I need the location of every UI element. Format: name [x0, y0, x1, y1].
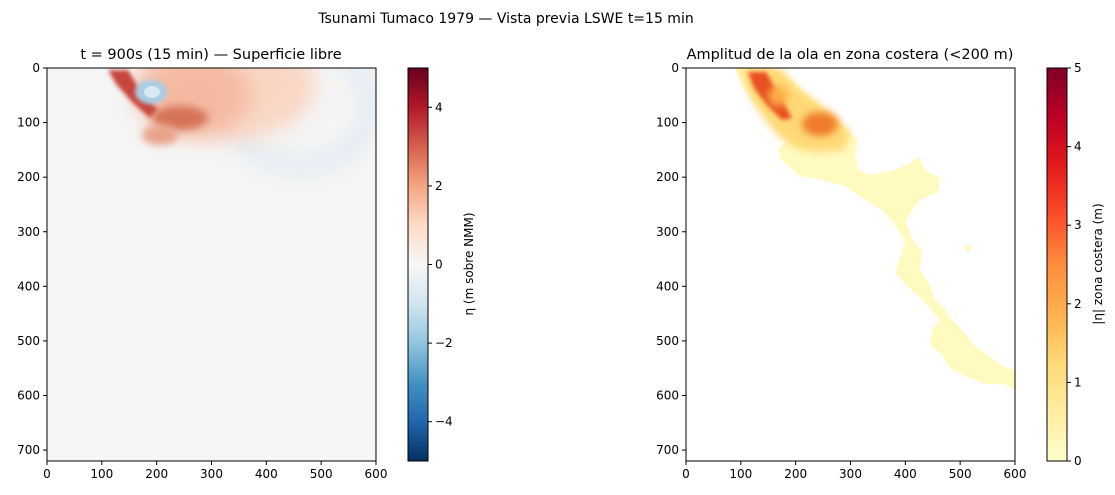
x-tick-label: 600: [365, 467, 388, 481]
x-tick-label: 300: [839, 467, 862, 481]
x-tick-label: 400: [255, 467, 278, 481]
right-colorbar-label: |η| zona costera (m): [1091, 203, 1105, 324]
y-tick-label: 600: [656, 389, 679, 403]
right-axes-ticks: 0 100 200 300 400 500 600 0 100 200 300 400 500 600 70…: [656, 61, 1026, 481]
y-tick-label: 400: [17, 279, 40, 293]
colorbar-tick-label: 0: [435, 258, 443, 272]
panel-coastal-amplitude: Amplitud de la ola en zona costera (<200…: [656, 47, 1105, 481]
y-tick-label: 500: [17, 334, 40, 348]
colorbar-tick-label: −2: [435, 336, 453, 350]
right-island-1: [964, 245, 972, 251]
y-tick-label: 0: [32, 61, 40, 75]
y-tick-label: 700: [17, 443, 40, 457]
x-tick-label: 0: [682, 467, 690, 481]
left-axes-ticks: 0 100 200 300 400 500 600 0 100 200 300 400 500 600 70…: [17, 61, 387, 481]
y-tick-label: 400: [656, 279, 679, 293]
panel-surface-elevation: t = 900s (15 min) — Superficie libre 0 10…: [17, 47, 476, 481]
right-heatmap: [686, 68, 1015, 461]
x-tick-label: 0: [43, 467, 51, 481]
x-tick-label: 200: [784, 467, 807, 481]
x-tick-label: 100: [90, 467, 113, 481]
colorbar-tick-label: −4: [435, 415, 453, 429]
left-colorbar-label: η (m sobre NMM): [462, 212, 476, 315]
y-tick-label: 600: [17, 389, 40, 403]
x-tick-label: 200: [145, 467, 168, 481]
y-tick-label: 100: [656, 116, 679, 130]
x-tick-label: 600: [1004, 467, 1027, 481]
y-tick-label: 700: [656, 443, 679, 457]
colorbar-tick-label: 4: [435, 100, 443, 114]
left-heatmap: [47, 68, 376, 461]
right-high-amplitude-mid: [768, 86, 788, 106]
left-colorbar: [407, 67, 429, 462]
colorbar-tick-label: 2: [1074, 297, 1082, 311]
colorbar-tick-label: 0: [1074, 454, 1082, 468]
x-tick-label: 400: [894, 467, 917, 481]
y-tick-label: 500: [656, 334, 679, 348]
left-crest-east: [142, 125, 178, 145]
right-colorbar: [1046, 67, 1068, 462]
colorbar-tick-label: 2: [435, 179, 443, 193]
right-high-amplitude-central: [802, 112, 838, 136]
x-tick-label: 100: [729, 467, 752, 481]
colorbar-tick-label: 5: [1074, 61, 1082, 75]
y-tick-label: 0: [671, 61, 679, 75]
left-crest-central: [152, 106, 208, 130]
left-panel-title: t = 900s (15 min) — Superficie libre: [80, 47, 341, 63]
y-tick-label: 200: [656, 170, 679, 184]
colorbar-tick-label: 1: [1074, 375, 1082, 389]
left-crest-northwest: [108, 70, 158, 118]
x-tick-label: 300: [200, 467, 223, 481]
right-heatmap-background: [686, 68, 1015, 461]
y-tick-label: 300: [656, 225, 679, 239]
right-island-2: [922, 298, 928, 302]
y-tick-label: 300: [17, 225, 40, 239]
colorbar-tick-label: 3: [1074, 218, 1082, 232]
y-tick-label: 100: [17, 116, 40, 130]
right-colorbar-ticks: 0 1 2 3 4 5: [1067, 61, 1082, 468]
colorbar-tick-label: 4: [1074, 140, 1082, 154]
left-trough-core: [144, 86, 160, 98]
left-colorbar-ticks: −4 −2 0 2 4: [428, 100, 453, 429]
y-tick-label: 200: [17, 170, 40, 184]
x-tick-label: 500: [949, 467, 972, 481]
x-tick-label: 500: [310, 467, 333, 481]
figure-suptitle: Tsunami Tumaco 1979 — Vista previa LSWE …: [317, 11, 693, 27]
right-panel-title: Amplitud de la ola en zona costera (<200…: [687, 47, 1014, 63]
